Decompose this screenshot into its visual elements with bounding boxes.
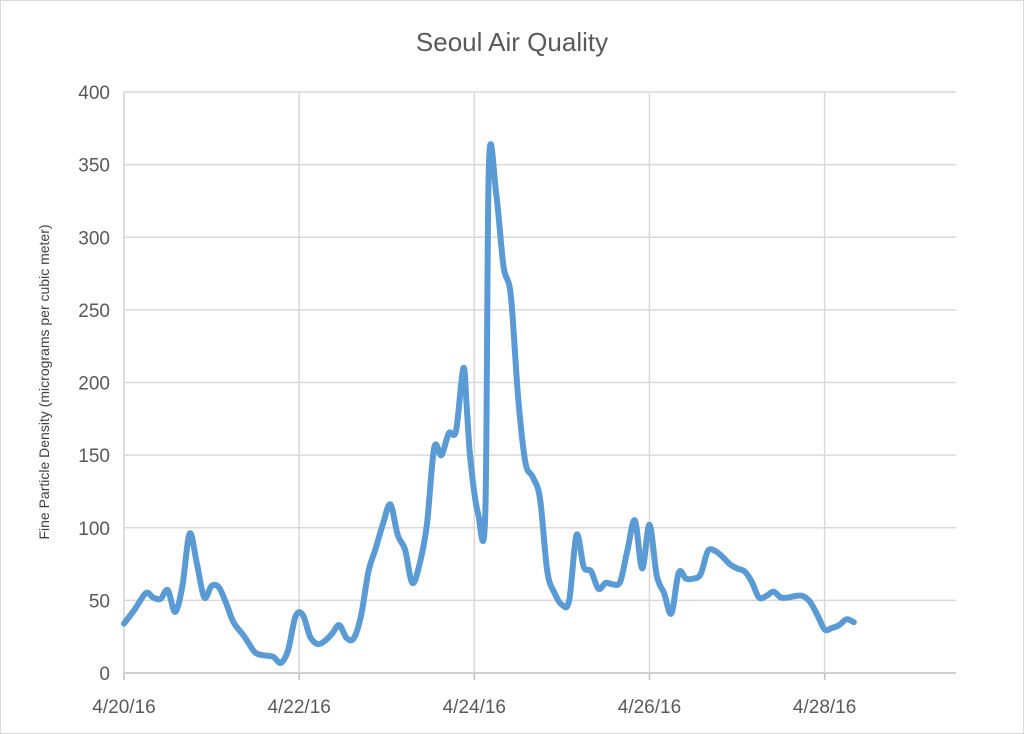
x-tick-label: 4/26/16 [618,697,681,718]
series-line [121,141,857,666]
x-tick-label: 4/24/16 [443,697,506,718]
x-axis-ticks: 4/20/16 4/22/16 4/24/16 4/26/16 4/28/16 [92,697,856,718]
y-axis-label: Fine Particle Density (micrograms per cu… [36,224,52,539]
y-axis-ticks: 0 50 100 150 200 250 300 350 400 [78,83,110,685]
x-tick-label: 4/28/16 [793,697,856,718]
chart-title: Seoul Air Quality [416,27,608,57]
gridlines [123,91,956,680]
y-tick-label: 350 [78,156,110,177]
x-tick-label: 4/22/16 [267,697,330,718]
y-tick-label: 200 [78,374,110,395]
y-tick-label: 100 [78,519,110,540]
y-tick-label: 400 [78,83,110,104]
x-tick-label: 4/20/16 [92,697,155,718]
y-tick-label: 0 [99,664,110,685]
y-tick-label: 300 [78,228,110,249]
y-tick-label: 250 [78,301,110,322]
series-layer [121,141,857,666]
y-tick-label: 50 [89,591,110,612]
y-tick-label: 150 [78,446,110,467]
